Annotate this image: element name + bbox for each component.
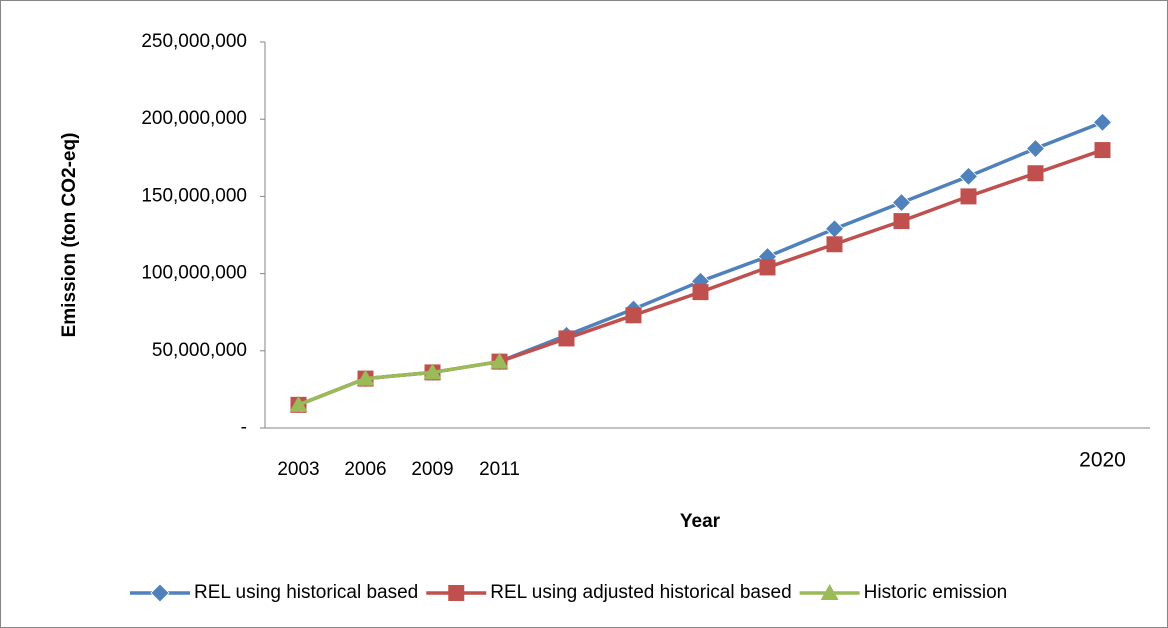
marker bbox=[423, 363, 442, 380]
y-tick-label: 250,000,000 bbox=[141, 31, 247, 52]
marker bbox=[893, 213, 910, 230]
legend-marker bbox=[820, 584, 839, 600]
marker bbox=[490, 352, 509, 369]
marker bbox=[692, 284, 709, 301]
marker bbox=[958, 166, 979, 186]
y-tick-label: 50,000,000 bbox=[152, 340, 247, 361]
legend-marker bbox=[150, 583, 170, 603]
x-tick-label: 2011 bbox=[479, 459, 520, 480]
x-tick-label: 2003 bbox=[277, 459, 319, 480]
legend-marker bbox=[448, 585, 465, 601]
marker bbox=[558, 330, 575, 347]
marker bbox=[759, 259, 776, 276]
marker bbox=[826, 236, 843, 253]
marker bbox=[1094, 142, 1111, 159]
marker bbox=[625, 307, 642, 324]
y-tick-label: 150,000,000 bbox=[141, 185, 247, 206]
marker bbox=[1027, 165, 1044, 182]
x-axis-label: Year bbox=[680, 511, 721, 532]
legend-label: Historic emission bbox=[864, 582, 1008, 603]
marker bbox=[960, 188, 977, 205]
legend-label: REL using adjusted historical based bbox=[490, 582, 791, 603]
x-tick-label: 2009 bbox=[411, 459, 453, 480]
y-axis-label: Emission (ton CO2-eq) bbox=[59, 133, 80, 338]
marker bbox=[356, 369, 375, 386]
y-tick-label: 200,000,000 bbox=[141, 108, 247, 129]
y-tick-label: - bbox=[241, 417, 247, 438]
x-tick-label: 2020 bbox=[1079, 449, 1126, 472]
x-tick-label: 2006 bbox=[344, 459, 386, 480]
marker bbox=[1025, 138, 1046, 159]
marker bbox=[891, 193, 912, 213]
y-tick-label: 100,000,000 bbox=[141, 263, 247, 284]
marker bbox=[289, 395, 308, 412]
series-line bbox=[297, 359, 500, 407]
marker bbox=[1092, 112, 1113, 132]
legend-label: REL using historical based bbox=[194, 582, 418, 603]
